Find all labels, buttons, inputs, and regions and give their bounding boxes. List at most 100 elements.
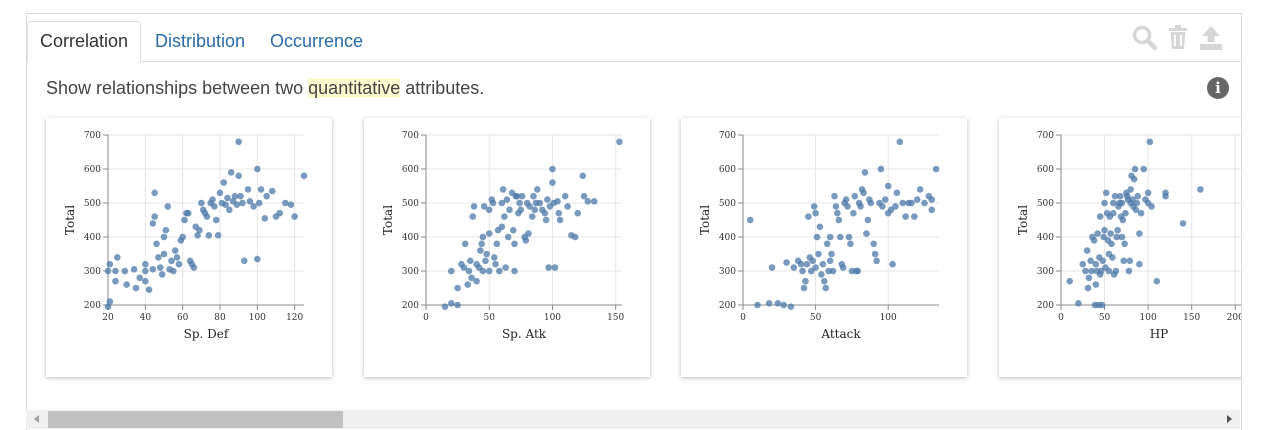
- scatter-point: [473, 277, 480, 285]
- scatter-point: [768, 264, 776, 271]
- scatter-point: [226, 206, 233, 214]
- tab-correlation[interactable]: Correlation: [27, 21, 142, 62]
- scatter-point: [864, 216, 872, 224]
- scatter-point: [1132, 206, 1140, 214]
- scatter-point: [490, 254, 498, 261]
- scatter-point: [803, 260, 811, 268]
- scatter-point: [291, 213, 298, 220]
- scatter-point: [461, 240, 469, 248]
- x-tick-label: 200: [1227, 313, 1242, 323]
- horizontal-scrollbar[interactable]: [26, 410, 1240, 429]
- scatter-point: [517, 206, 525, 214]
- scatter-point: [1092, 281, 1100, 288]
- scatter-point: [1153, 277, 1161, 285]
- scatter-point: [571, 233, 579, 241]
- scatter-point: [168, 257, 175, 265]
- scatter-point: [203, 213, 211, 220]
- chart-card-hp[interactable]: 200 300 400 500 600 700 0 50 100 150 200 HP Total: [999, 118, 1242, 377]
- y-tick-label: 500: [1037, 199, 1054, 209]
- scatter-point: [447, 300, 455, 307]
- scatter-point: [1108, 240, 1115, 248]
- chart-card-sp-atk[interactable]: 200 300 400 500 600 700 0 50 100 150 Sp. Atk Total: [364, 118, 650, 377]
- y-tick-label: 400: [402, 233, 419, 243]
- scatter-point: [518, 192, 526, 200]
- scatter-point: [112, 267, 119, 275]
- scatter-point: [254, 165, 261, 173]
- x-tick-label: 120: [286, 313, 303, 323]
- search-icon[interactable]: [1131, 24, 1159, 52]
- scatter-point: [816, 223, 824, 231]
- scatter-point: [480, 203, 488, 210]
- scroll-right-arrow[interactable]: [1227, 415, 1232, 423]
- scatter-point: [1162, 192, 1169, 200]
- scatter-point: [834, 209, 841, 217]
- scatter-point: [468, 274, 475, 282]
- scatter-point: [1133, 199, 1141, 207]
- scatter-point: [509, 226, 517, 234]
- scatter-point: [881, 196, 889, 203]
- x-tick-label: 80: [214, 313, 226, 323]
- scatter-point: [857, 203, 864, 210]
- scatter-point: [835, 216, 843, 224]
- scatter-point: [1096, 213, 1104, 220]
- scroll-thumb[interactable]: [48, 411, 343, 428]
- scatter-point: [829, 267, 837, 275]
- scatter-point: [237, 192, 244, 200]
- chart-card-attack[interactable]: 200 300 400 500 600 700 0 50 100 Attack Total: [681, 118, 967, 377]
- scatter-point: [1084, 284, 1092, 292]
- y-tick-label: 500: [719, 199, 736, 209]
- scatter-point: [173, 254, 181, 261]
- scatter-point: [175, 260, 183, 268]
- scatter-point: [498, 223, 506, 231]
- y-axis-title: Total: [381, 205, 395, 235]
- scatter-point: [844, 203, 851, 210]
- scatter-point: [1109, 199, 1117, 207]
- scatter-point: [525, 230, 532, 237]
- scatter-point: [783, 259, 790, 266]
- scatter-point: [899, 199, 907, 207]
- scatter-point: [184, 209, 192, 217]
- scatter-point: [1146, 138, 1154, 146]
- trash-icon[interactable]: [1164, 24, 1192, 52]
- scatter-point: [227, 169, 235, 176]
- scatter-point: [921, 199, 928, 207]
- chart-card-sp-def[interactable]: 200 300 400 500 600 700 20 40 60 80 100 120 Sp. Def T…: [46, 118, 332, 377]
- tab-distribution[interactable]: Distribution: [155, 31, 246, 51]
- description-text: Show relationships between two quantitat…: [46, 78, 484, 99]
- scatter-point: [549, 165, 556, 173]
- x-tick-label: 50: [483, 313, 495, 323]
- y-tick-label: 400: [719, 233, 736, 243]
- scatter-point: [530, 192, 537, 200]
- scatter-point: [214, 232, 222, 239]
- scatter-point: [506, 206, 513, 214]
- scatter-point: [746, 216, 754, 224]
- scatter-point: [106, 298, 114, 305]
- y-tick-label: 200: [402, 301, 419, 311]
- info-icon[interactable]: i: [1207, 77, 1229, 99]
- scatter-point: [1116, 192, 1124, 200]
- scatter-point: [522, 237, 530, 244]
- scatter-point: [561, 192, 569, 200]
- scatter-point: [441, 303, 449, 310]
- tab-occurrence[interactable]: Occurrence: [270, 31, 364, 51]
- scatter-point: [861, 169, 869, 176]
- scatter-point: [149, 266, 157, 273]
- scatter-point: [802, 277, 809, 285]
- scatter-point: [454, 284, 461, 292]
- scatter-point: [1136, 260, 1143, 268]
- scroll-left-arrow[interactable]: [34, 415, 39, 423]
- scatter-point: [158, 271, 166, 278]
- scatter-point: [854, 267, 861, 275]
- scatter-point: [797, 260, 805, 268]
- x-tick-label: 20: [102, 313, 114, 323]
- scatter-point: [485, 230, 493, 237]
- scatter-point: [774, 300, 782, 307]
- scatter-point: [1085, 274, 1093, 282]
- x-tick-label: 0: [423, 313, 429, 323]
- upload-icon[interactable]: [1197, 24, 1225, 52]
- y-tick-label: 300: [84, 267, 101, 277]
- scatter-point: [1075, 300, 1082, 307]
- y-axis-title: Total: [698, 205, 712, 235]
- scatter-point: [818, 271, 825, 278]
- scatter-point: [1131, 165, 1139, 173]
